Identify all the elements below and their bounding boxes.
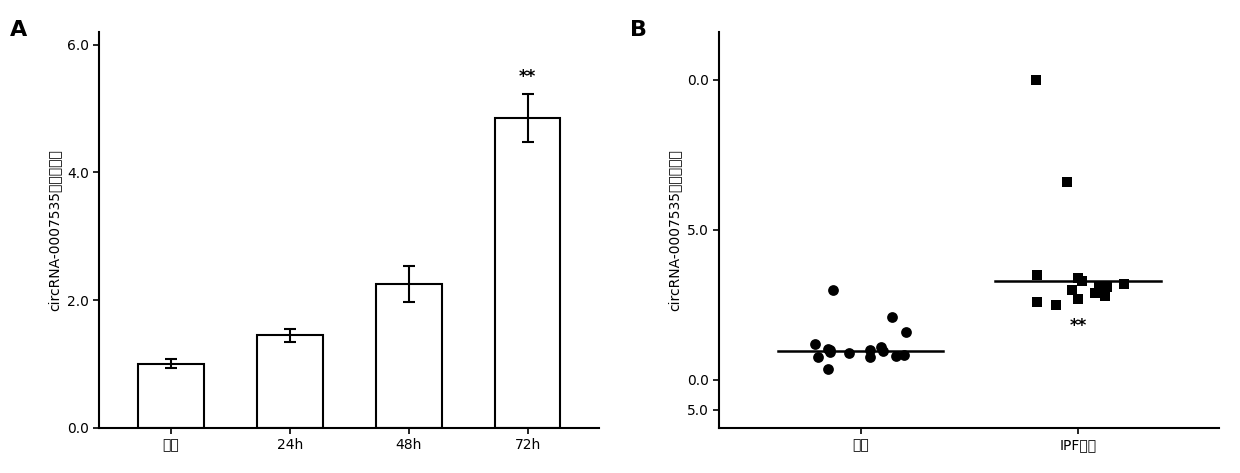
Point	[861, 353, 880, 361]
Bar	[495, 118, 560, 428]
Y-axis label: circRNA-0007535的相对水平: circRNA-0007535的相对水平	[47, 149, 62, 311]
Point	[1027, 76, 1047, 84]
Point	[1068, 274, 1087, 281]
Text: **: **	[520, 68, 537, 86]
Point	[818, 365, 838, 373]
Point	[1097, 283, 1117, 290]
Point	[1085, 289, 1105, 297]
Text: B: B	[630, 20, 646, 40]
Point	[1028, 298, 1048, 306]
Bar	[138, 364, 203, 428]
Text: **: **	[1069, 317, 1086, 335]
Point	[1095, 292, 1115, 299]
Point	[1068, 295, 1087, 303]
Point	[873, 347, 893, 355]
Point	[818, 345, 838, 352]
Point	[821, 349, 841, 356]
Bar	[257, 335, 322, 428]
Text: A: A	[10, 20, 27, 40]
Point	[821, 347, 841, 354]
Y-axis label: circRNA-0007535的相对水平: circRNA-0007535的相对水平	[667, 149, 682, 311]
Point	[805, 340, 825, 348]
Point	[1114, 280, 1133, 288]
Point	[808, 353, 828, 361]
Point	[1090, 283, 1110, 290]
Point	[823, 286, 843, 294]
Point	[895, 328, 915, 335]
Point	[1071, 277, 1091, 285]
Bar	[376, 284, 441, 428]
Point	[1063, 286, 1083, 294]
Point	[1027, 271, 1047, 279]
Point	[838, 349, 858, 357]
Point	[870, 343, 890, 350]
Point	[894, 351, 914, 359]
Point	[885, 352, 905, 359]
Point	[861, 346, 880, 353]
Point	[1056, 178, 1076, 185]
Point	[1045, 301, 1065, 308]
Point	[883, 313, 903, 321]
